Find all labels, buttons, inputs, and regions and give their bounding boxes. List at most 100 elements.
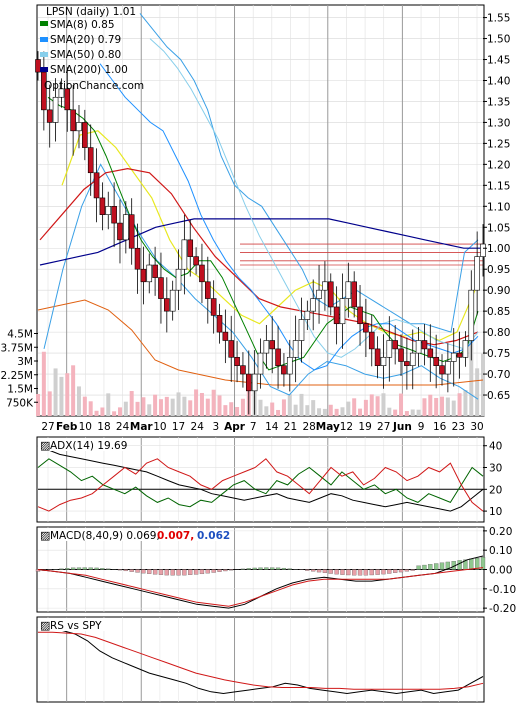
date-tick-label: 21 [284, 421, 297, 433]
macd-histogram-bar [404, 569, 410, 572]
macd-histogram-bar [205, 569, 210, 574]
volume-bar [463, 390, 468, 416]
macd-histogram-bar [340, 569, 345, 575]
candle-body [87, 147, 94, 174]
candle-body [158, 277, 164, 299]
candle-body [245, 373, 252, 392]
date-tick-label: May [316, 421, 340, 433]
candle-body [409, 352, 416, 366]
candle-body [374, 348, 381, 366]
price-tick-label: 1.50 [487, 34, 510, 46]
volume-bar [469, 331, 474, 416]
macd-histogram-bar [398, 569, 404, 573]
candle-body [52, 96, 59, 123]
macd-histogram-bar [59, 568, 64, 570]
candle-body [392, 340, 398, 350]
candle-body [450, 352, 457, 362]
volume-bar [434, 397, 439, 416]
candle-body [298, 319, 305, 341]
date-tick-label: Apr [224, 421, 246, 433]
candle-body [199, 264, 205, 283]
rs-line [37, 626, 484, 695]
yellow-average-line [61, 130, 476, 342]
volume-bar [317, 408, 322, 416]
candle-body [41, 71, 47, 111]
candle-body [216, 315, 223, 333]
volume-tick-label: 4.5M [7, 329, 33, 341]
legend-swatch-sma200 [40, 67, 48, 72]
macd-histogram-bar [369, 569, 374, 576]
macd-histogram-bar [252, 567, 257, 570]
macd-histogram-bar [305, 569, 310, 571]
legend-swatch-sma50 [40, 52, 48, 57]
date-tick-label: 9 [418, 421, 425, 433]
price-tick-label: 1.55 [487, 13, 510, 25]
candle-body [193, 256, 199, 266]
candle-body [404, 361, 410, 366]
candle-body [123, 214, 129, 241]
adx-tick-label: 10 [489, 506, 502, 518]
red-average-line [39, 167, 479, 346]
chart-title: LPSN (daily) 1.01 [46, 6, 136, 18]
volume-bar [240, 398, 245, 416]
adx-swatch-icon: ▨ [40, 439, 50, 452]
volume-bar [59, 376, 64, 416]
legend-sma50: SMA(50) 0.80 [50, 49, 121, 61]
date-tick-label: 3 [213, 421, 220, 433]
candle-body [462, 340, 469, 358]
volume-bar [287, 394, 292, 416]
macd-tick-label: -0.10 [489, 584, 516, 596]
volume-bar [404, 411, 409, 416]
volume-bar [393, 409, 398, 416]
candle-body [468, 289, 475, 341]
volume-tick-label: 3M [17, 356, 33, 368]
date-tick-label: 17 [172, 421, 185, 433]
volume-tick-label: 2.25M [1, 370, 33, 382]
macd-histogram-bar [152, 569, 158, 575]
volume-bar [65, 373, 70, 416]
price-tick-label: 1.35 [487, 96, 510, 108]
candle-body [322, 281, 328, 291]
candle-body [128, 214, 135, 249]
volume-bar [82, 396, 87, 416]
macd-histogram-bar [428, 564, 433, 570]
volume-tick-label: 750K [6, 397, 34, 409]
volume-bar [188, 400, 193, 416]
volume-bar [475, 368, 480, 416]
candle-body [76, 122, 82, 132]
volume-bar [375, 396, 380, 416]
macd-histogram-bar [246, 568, 251, 570]
candle-body [345, 281, 352, 299]
candle-body [222, 331, 229, 341]
volume-bar [381, 393, 386, 416]
volume-bar [211, 389, 216, 416]
volume-bar [182, 396, 187, 416]
macd-histogram-bar [410, 569, 415, 571]
candle-body [480, 243, 486, 257]
legend-sma200: SMA(200) 1.00 [50, 64, 128, 76]
macd-histogram-bar [211, 569, 216, 573]
candle-body [304, 310, 311, 320]
macd-histogram-bar [193, 569, 199, 575]
macd-histogram-bar [387, 569, 392, 574]
macd-histogram-bar [316, 569, 322, 573]
macd-histogram-bar [346, 569, 351, 576]
volume-bar [170, 398, 175, 416]
macd-histogram-bar [217, 569, 222, 572]
volume-bar [123, 401, 128, 416]
candle-body [263, 340, 270, 354]
legend-swatch-sma8 [40, 21, 48, 26]
macd-histogram-bar [100, 568, 105, 570]
candle-body [433, 356, 439, 366]
date-tick-label: Mar [130, 421, 154, 433]
volume-bar [387, 407, 392, 416]
volume-bar [410, 409, 415, 416]
date-tick-label: 14 [265, 421, 279, 433]
candle-body [111, 206, 117, 224]
candle-body [152, 264, 158, 278]
price-tick-label: 0.80 [487, 327, 510, 339]
candle-body [175, 268, 182, 291]
macd-histogram-bar [434, 563, 439, 570]
candle-body [58, 88, 65, 98]
